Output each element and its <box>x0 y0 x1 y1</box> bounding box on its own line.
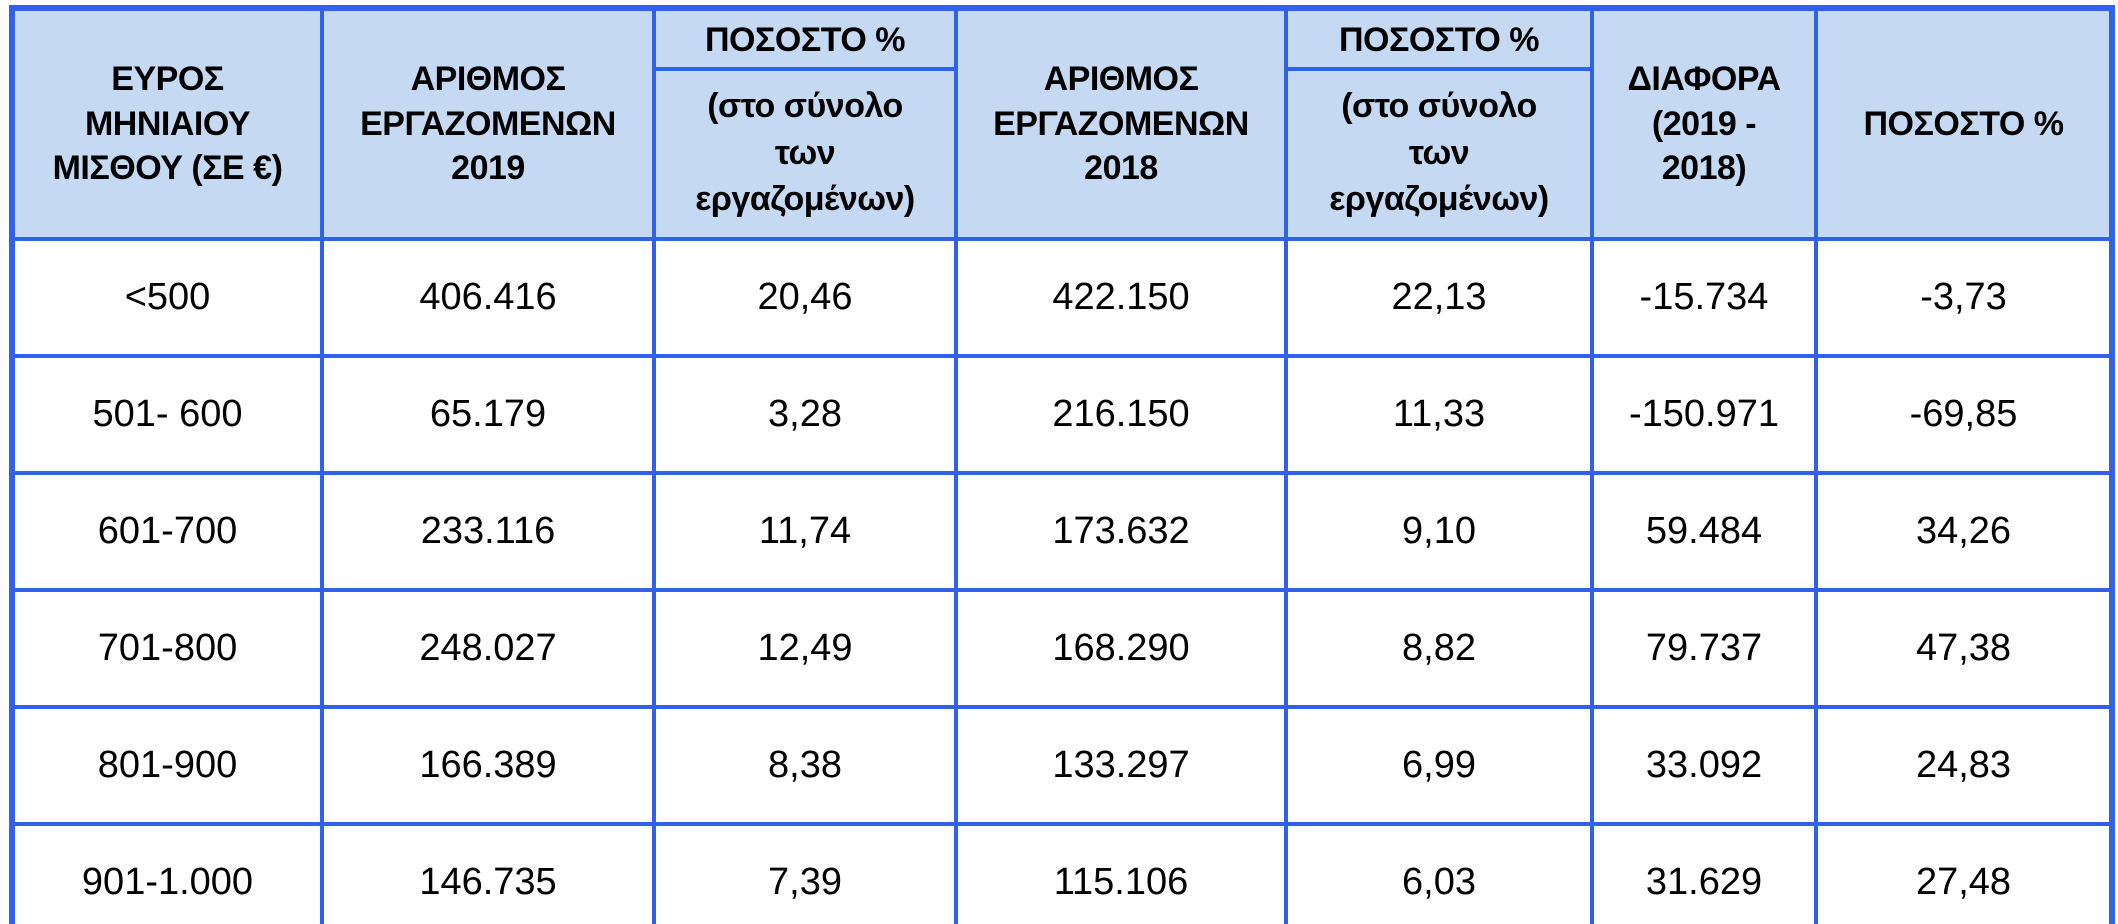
cell-workers-2018: 133.297 <box>954 705 1288 826</box>
cell-difference: 79.737 <box>1590 588 1818 709</box>
column-header-salary-range: ΕΥΡΟΣ ΜΗΝΙΑΙΟΥ ΜΙΣΘΟΥ (ΣΕ €) <box>10 6 324 241</box>
cell-workers-2019: 146.735 <box>320 822 656 924</box>
cell-percent-2018: 9,10 <box>1284 471 1594 592</box>
cell-workers-2018: 422.150 <box>954 237 1288 358</box>
cell-salary-range: <500 <box>10 237 324 358</box>
cell-percent-difference: -69,85 <box>1814 354 2114 475</box>
cell-difference: 31.629 <box>1590 822 1818 924</box>
cell-percent-2019: 3,28 <box>652 354 958 475</box>
cell-difference: -15.734 <box>1590 237 1818 358</box>
split-header: ΠΟΣΟΣΤΟ % (στο σύνολο των εργαζομένων) <box>1290 13 1588 235</box>
cell-workers-2019: 248.027 <box>320 588 656 709</box>
cell-difference: -150.971 <box>1590 354 1818 475</box>
percent-2018-sublabel: (στο σύνολο των εργαζομένων) <box>1329 86 1549 219</box>
cell-difference: 59.484 <box>1590 471 1818 592</box>
cell-percent-2019: 11,74 <box>652 471 958 592</box>
cell-percent-difference: -3,73 <box>1814 237 2114 358</box>
table-body: <500 406.416 20,46 422.150 22,13 -15.734… <box>10 237 2114 924</box>
cell-percent-2018: 6,99 <box>1284 705 1594 826</box>
cell-workers-2018: 173.632 <box>954 471 1288 592</box>
percent-2018-label: ΠΟΣΟΣΤΟ % <box>1290 13 1588 71</box>
column-header-percent-2018: ΠΟΣΟΣΤΟ % (στο σύνολο των εργαζομένων) <box>1284 6 1594 241</box>
table-header: ΕΥΡΟΣ ΜΗΝΙΑΙΟΥ ΜΙΣΘΟΥ (ΣΕ €) ΑΡΙΘΜΟΣ ΕΡΓ… <box>10 6 2114 241</box>
table-row: 501- 600 65.179 3,28 216.150 11,33 -150.… <box>10 354 2114 475</box>
column-header-workers-2019: ΑΡΙΘΜΟΣ ΕΡΓΑΖΟΜΕΝΩΝ 2019 <box>320 6 656 241</box>
cell-salary-range: 701-800 <box>10 588 324 709</box>
cell-salary-range: 901-1.000 <box>10 822 324 924</box>
table-row: 901-1.000 146.735 7,39 115.106 6,03 31.6… <box>10 822 2114 924</box>
percent-2019-label: ΠΟΣΟΣΤΟ % <box>658 13 952 71</box>
cell-salary-range: 501- 600 <box>10 354 324 475</box>
column-header-percent-2019: ΠΟΣΟΣΤΟ % (στο σύνολο των εργαζομένων) <box>652 6 958 241</box>
cell-percent-2018: 6,03 <box>1284 822 1594 924</box>
percent-2019-sublabel: (στο σύνολο των εργαζομένων) <box>695 86 915 219</box>
cell-percent-2018: 8,82 <box>1284 588 1594 709</box>
cell-salary-range: 601-700 <box>10 471 324 592</box>
header-row: ΕΥΡΟΣ ΜΗΝΙΑΙΟΥ ΜΙΣΘΟΥ (ΣΕ €) ΑΡΙΘΜΟΣ ΕΡΓ… <box>10 6 2114 241</box>
table-row: 801-900 166.389 8,38 133.297 6,99 33.092… <box>10 705 2114 826</box>
cell-percent-2019: 7,39 <box>652 822 958 924</box>
cell-workers-2018: 168.290 <box>954 588 1288 709</box>
cell-difference: 33.092 <box>1590 705 1818 826</box>
column-header-percent-difference: ΠΟΣΟΣΤΟ % <box>1814 6 2114 241</box>
table-row: <500 406.416 20,46 422.150 22,13 -15.734… <box>10 237 2114 358</box>
cell-percent-2018: 11,33 <box>1284 354 1594 475</box>
table-row: 601-700 233.116 11,74 173.632 9,10 59.48… <box>10 471 2114 592</box>
cell-workers-2019: 65.179 <box>320 354 656 475</box>
cell-workers-2019: 406.416 <box>320 237 656 358</box>
cell-percent-difference: 27,48 <box>1814 822 2114 924</box>
cell-percent-2018: 22,13 <box>1284 237 1594 358</box>
table-row: 701-800 248.027 12,49 168.290 8,82 79.73… <box>10 588 2114 709</box>
cell-workers-2018: 115.106 <box>954 822 1288 924</box>
column-header-workers-2018: ΑΡΙΘΜΟΣ ΕΡΓΑΖΟΜΕΝΩΝ 2018 <box>954 6 1288 241</box>
column-header-difference: ΔΙΑΦΟΡΑ (2019 - 2018) <box>1590 6 1818 241</box>
cell-percent-2019: 20,46 <box>652 237 958 358</box>
cell-percent-2019: 12,49 <box>652 588 958 709</box>
salary-distribution-table: ΕΥΡΟΣ ΜΗΝΙΑΙΟΥ ΜΙΣΘΟΥ (ΣΕ €) ΑΡΙΘΜΟΣ ΕΡΓ… <box>9 5 2115 924</box>
cell-percent-2019: 8,38 <box>652 705 958 826</box>
cell-salary-range: 801-900 <box>10 705 324 826</box>
cell-workers-2019: 166.389 <box>320 705 656 826</box>
cell-percent-difference: 24,83 <box>1814 705 2114 826</box>
split-header: ΠΟΣΟΣΤΟ % (στο σύνολο των εργαζομένων) <box>658 13 952 235</box>
cell-workers-2018: 216.150 <box>954 354 1288 475</box>
cell-percent-difference: 47,38 <box>1814 588 2114 709</box>
cell-percent-difference: 34,26 <box>1814 471 2114 592</box>
cell-workers-2019: 233.116 <box>320 471 656 592</box>
